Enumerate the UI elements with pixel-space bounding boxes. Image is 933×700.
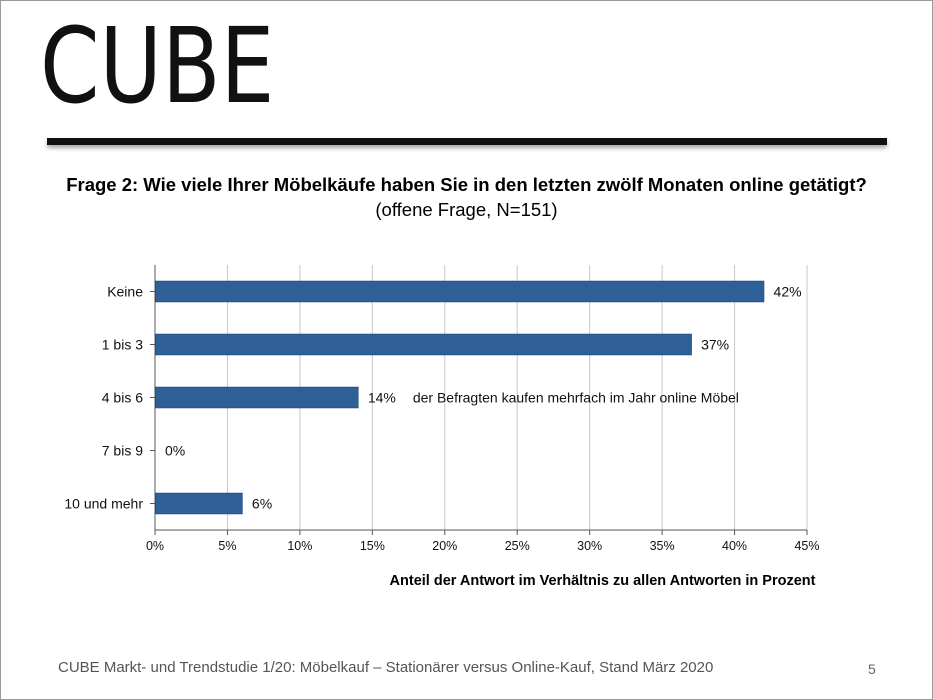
x-tick-label: 10% (287, 539, 312, 553)
bar (155, 386, 359, 409)
x-tick-label: 35% (650, 539, 675, 553)
bar (155, 333, 692, 356)
data-label: 14% (368, 390, 396, 406)
category-label: 1 bis 3 (102, 337, 143, 353)
x-tick-label: 40% (722, 539, 747, 553)
x-tick-label: 20% (432, 539, 457, 553)
x-tick-label: 30% (577, 539, 602, 553)
question-normal: (offene Frage, N=151) (375, 199, 558, 220)
x-tick-label: 0% (146, 539, 164, 553)
data-label: 0% (165, 443, 185, 459)
x-tick-label: 25% (505, 539, 530, 553)
divider-rule (47, 138, 887, 145)
category-label: Keine (107, 284, 143, 300)
bar (155, 492, 243, 515)
footer-text: CUBE Markt- und Trendstudie 1/20: Möbelk… (58, 659, 714, 676)
chart-question: Frage 2: Wie viele Ihrer Möbelkäufe habe… (40, 172, 893, 222)
bar (155, 280, 765, 303)
data-label: 37% (701, 337, 729, 353)
cube-logo: CUBE (40, 5, 275, 127)
category-label: 7 bis 9 (102, 443, 143, 459)
question-bold: Frage 2: Wie viele Ihrer Möbelkäufe habe… (66, 174, 867, 195)
category-label: 4 bis 6 (102, 390, 143, 406)
bar-annotation: der Befragten kaufen mehrfach im Jahr on… (413, 390, 739, 406)
data-label: 6% (252, 496, 272, 512)
data-label: 42% (774, 284, 802, 300)
x-tick-label: 5% (218, 539, 236, 553)
x-tick-label: 15% (360, 539, 385, 553)
x-axis-label: Anteil der Antwort im Verhältnis zu alle… (389, 573, 816, 589)
x-tick-label: 45% (794, 539, 819, 553)
page-number: 5 (868, 661, 876, 677)
category-label: 10 und mehr (64, 496, 143, 512)
